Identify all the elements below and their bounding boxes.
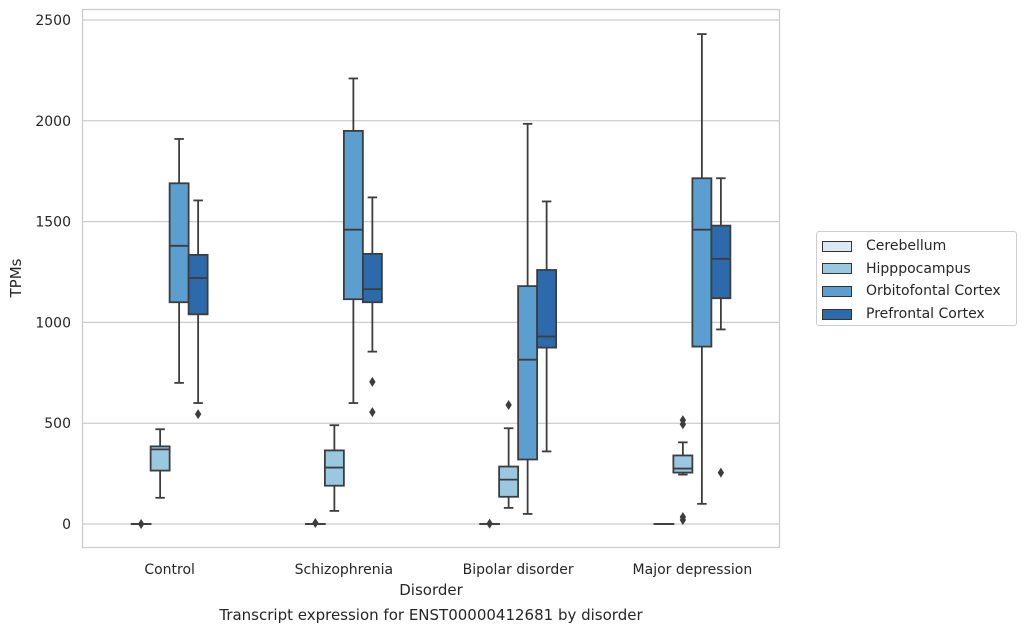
box-hipppocampus: [149, 428, 171, 499]
x-tick-label: Bipolar disorder: [463, 562, 574, 578]
outlier-point: [369, 407, 376, 418]
box-hipppocampus: [323, 424, 345, 512]
legend-label: Prefrontal Cortex: [866, 306, 985, 323]
box-cerebellum: [304, 517, 326, 528]
box-prefrontal-cortex: [536, 200, 558, 453]
legend-swatch: [822, 308, 852, 320]
outlier-point: [369, 376, 376, 387]
boxes-layer: [130, 33, 732, 529]
iqr-box: [536, 269, 558, 349]
iqr-box: [517, 285, 539, 461]
y-tick-label: 1000: [35, 315, 71, 331]
x-tick-labels: Control Schizophrenia Bipolar disorder Majo…: [144, 562, 752, 578]
outlier-point: [312, 517, 319, 528]
legend-swatch: [822, 263, 852, 275]
legend-label: Hipppocampus: [866, 260, 971, 277]
box-orbitofontal-cortex: [342, 77, 364, 404]
iqr-box: [342, 129, 364, 301]
legend-swatch: [822, 240, 852, 252]
legend-item: Cerebellum: [821, 235, 1016, 258]
box-cerebellum: [479, 518, 501, 529]
y-tick-labels: 0 500 1000 1500 2000 2500: [35, 13, 71, 533]
legend-label: Orbitofontal Cortex: [866, 283, 1001, 300]
iqr-box: [498, 465, 520, 498]
iqr-box: [710, 224, 732, 300]
iqr-box: [691, 177, 713, 348]
iqr-box: [168, 182, 190, 304]
box-cerebellum: [130, 519, 152, 529]
outlier-point: [486, 518, 493, 529]
y-tick-label: 2500: [35, 13, 71, 29]
figure-caption: Transcript expression for ENST0000041268…: [219, 606, 643, 624]
box-orbitofontal-cortex: [691, 33, 713, 505]
legend-item: Orbitofontal Cortex: [821, 280, 1016, 303]
outlier-point: [679, 415, 687, 426]
box-orbitofontal-cortex: [168, 138, 190, 384]
iqr-box: [187, 253, 209, 316]
y-tick-label: 500: [44, 416, 71, 432]
box-prefrontal-cortex: [187, 199, 209, 420]
box-prefrontal-cortex: [361, 196, 383, 418]
legend-swatch: [822, 285, 852, 297]
x-tick-label: Control: [144, 562, 195, 578]
box-hipppocampus: [498, 400, 520, 509]
iqr-box: [672, 454, 694, 474]
outlier-point: [137, 519, 145, 529]
outlier-point: [679, 511, 687, 522]
box-hipppocampus: [672, 415, 694, 525]
legend-label: Cerebellum: [866, 238, 947, 255]
iqr-box: [361, 252, 383, 304]
box-orbitofontal-cortex: [517, 122, 539, 515]
legend-item: Prefrontal Cortex: [821, 303, 1016, 326]
legend-item: Hipppocampus: [821, 258, 1016, 281]
plot-frame: [81, 8, 781, 549]
y-tick-label: 2000: [35, 114, 71, 130]
outlier-point: [505, 400, 512, 411]
y-tick-label: 0: [62, 517, 71, 533]
legend: Cerebellum Hipppocampus Orbitofontal Corte…: [816, 231, 1017, 326]
x-tick-label: Major depression: [633, 562, 753, 578]
x-tick-label: Schizophrenia: [295, 562, 393, 578]
outlier-point: [194, 409, 202, 420]
y-tick-label: 1500: [35, 215, 71, 231]
x-axis-label: Disorder: [399, 581, 463, 599]
iqr-box: [149, 445, 171, 472]
box-prefrontal-cortex: [710, 177, 732, 478]
outlier-point: [717, 467, 725, 478]
y-axis-label: TPMs: [7, 258, 25, 298]
